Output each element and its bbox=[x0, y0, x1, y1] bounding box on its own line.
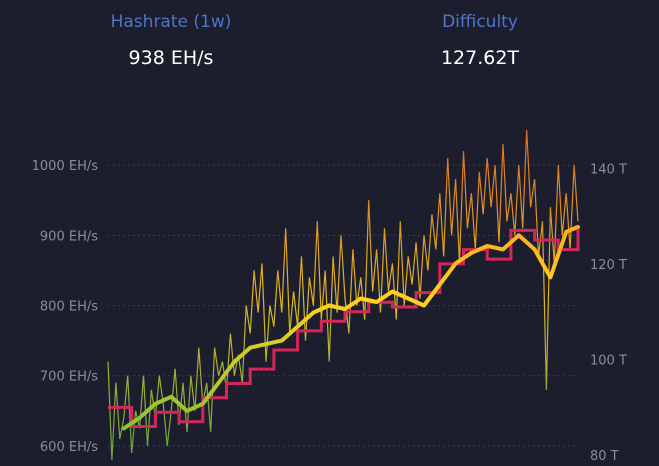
left-axis: 600 EH/s 700 EH/s 800 EH/s 900 EH/s 1000 EH/… bbox=[32, 159, 99, 455]
left-tick-label: 600 EH/s bbox=[40, 440, 98, 455]
right-axis: 80 T 100 T 120 T 140 T bbox=[590, 162, 627, 464]
hashrate-value: 938 EH/s bbox=[128, 47, 214, 69]
right-tick-label: 140 T bbox=[590, 162, 627, 177]
left-tick-label: 1000 EH/s bbox=[32, 159, 99, 174]
right-tick-label: 80 T bbox=[590, 449, 619, 464]
hashrate-label: Hashrate (1w) bbox=[110, 12, 232, 32]
series-layer bbox=[107, 129, 580, 461]
difficulty-label: Difficulty bbox=[442, 12, 518, 32]
hashrate-average-line bbox=[121, 224, 580, 431]
difficulty-line bbox=[108, 225, 580, 428]
left-tick-label: 700 EH/s bbox=[40, 370, 98, 385]
right-tick-label: 120 T bbox=[590, 258, 627, 273]
difficulty-stat: Difficulty 127.62T bbox=[420, 12, 540, 69]
right-tick-label: 100 T bbox=[590, 354, 627, 369]
left-tick-label: 900 EH/s bbox=[40, 229, 98, 244]
hashrate-daily-line bbox=[107, 129, 579, 461]
hashrate-stat: Hashrate (1w) 938 EH/s bbox=[100, 12, 242, 69]
difficulty-value: 127.62T bbox=[440, 47, 520, 69]
left-tick-label: 800 EH/s bbox=[40, 300, 98, 315]
